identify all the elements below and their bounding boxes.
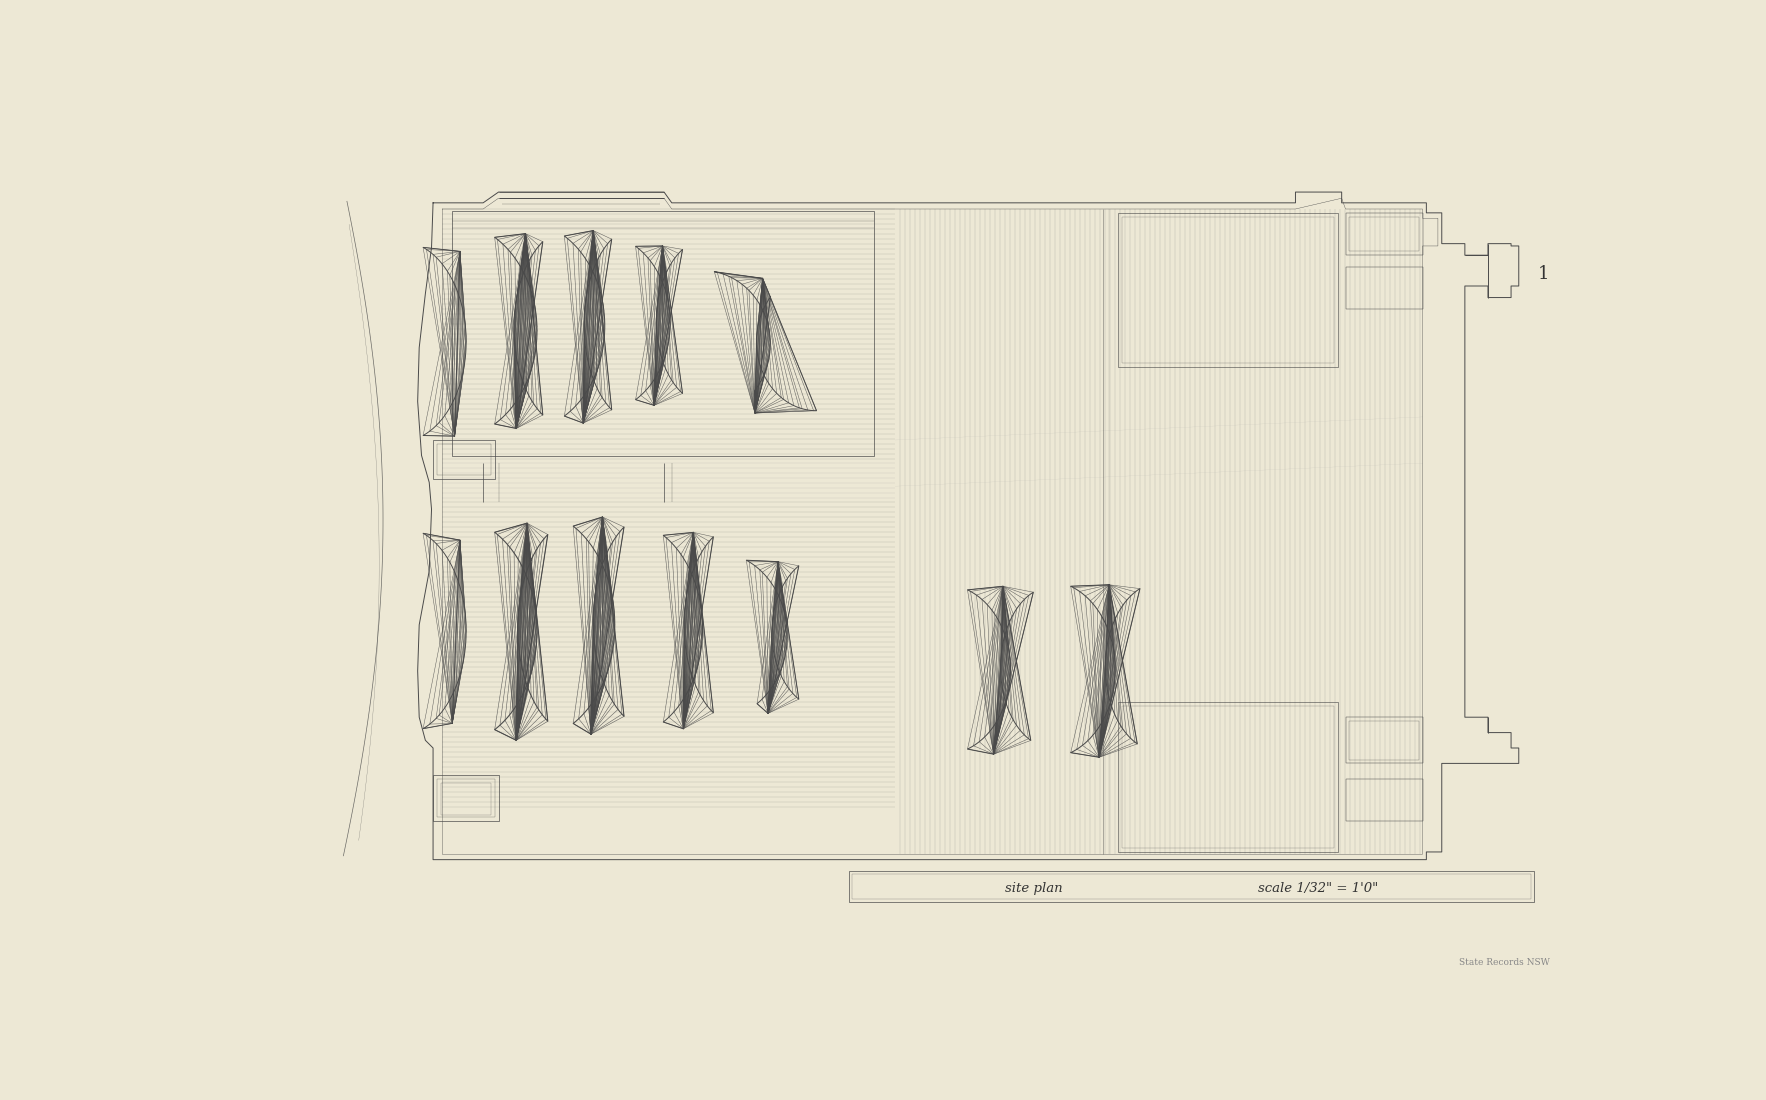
Bar — [1346, 717, 1423, 763]
Bar — [1118, 702, 1339, 853]
Bar — [436, 443, 491, 475]
Text: 1: 1 — [1538, 265, 1549, 284]
Bar — [1121, 706, 1333, 848]
Bar — [1121, 217, 1333, 363]
Bar — [442, 783, 491, 815]
Bar — [851, 874, 1531, 899]
Bar — [1346, 267, 1423, 309]
Bar — [436, 779, 494, 817]
Bar — [452, 211, 874, 456]
Bar — [1118, 213, 1339, 367]
Bar — [1346, 213, 1423, 255]
Bar — [849, 871, 1535, 902]
Bar — [1349, 722, 1418, 760]
Bar — [1346, 779, 1423, 822]
Bar — [433, 440, 494, 478]
Text: scale 1/32" = 1'0": scale 1/32" = 1'0" — [1259, 882, 1379, 895]
Text: site plan: site plan — [1005, 882, 1063, 895]
Bar — [433, 774, 498, 821]
Bar — [1349, 217, 1418, 252]
Text: State Records NSW: State Records NSW — [1459, 958, 1549, 968]
